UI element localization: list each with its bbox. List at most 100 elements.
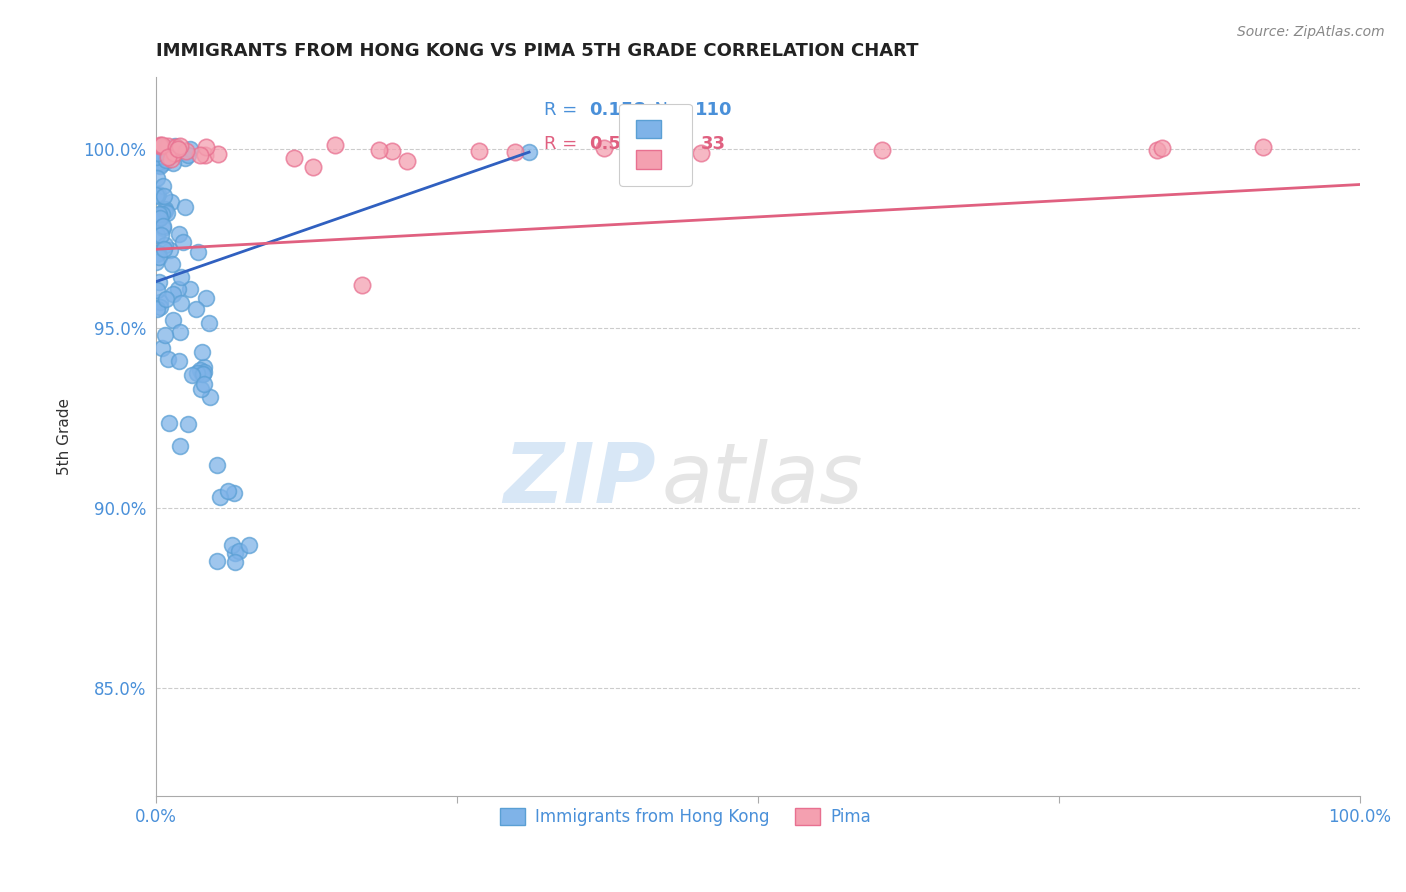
- Point: [367, 144, 389, 158]
- Text: 0.158: 0.158: [589, 102, 647, 120]
- Point: [157, 416, 180, 430]
- Point: [156, 145, 179, 160]
- Point: [145, 141, 167, 155]
- Point: [145, 255, 167, 269]
- Point: [152, 221, 174, 235]
- Point: [193, 377, 215, 392]
- Point: [352, 278, 374, 293]
- Point: [148, 207, 170, 221]
- Point: [176, 145, 198, 159]
- Point: [163, 146, 186, 161]
- Point: [155, 327, 177, 342]
- Text: atlas: atlas: [661, 439, 863, 520]
- Point: [184, 301, 207, 316]
- Point: [146, 142, 169, 156]
- Legend: Immigrants from Hong Kong, Pima: Immigrants from Hong Kong, Pima: [492, 800, 879, 835]
- Point: [148, 141, 170, 155]
- Point: [149, 154, 172, 169]
- Point: [193, 367, 215, 381]
- Point: [146, 188, 169, 202]
- Point: [166, 282, 188, 296]
- Text: 33: 33: [702, 135, 725, 153]
- Point: [177, 147, 200, 161]
- Point: [217, 483, 239, 498]
- Point: [169, 439, 191, 453]
- Point: [153, 154, 176, 169]
- Point: [173, 200, 195, 214]
- Point: [190, 344, 212, 359]
- Point: [146, 142, 169, 156]
- Point: [150, 157, 173, 171]
- Point: [193, 365, 215, 379]
- Point: [197, 316, 219, 330]
- Point: [658, 155, 681, 169]
- Point: [503, 145, 526, 160]
- Point: [690, 145, 713, 160]
- Point: [174, 151, 197, 165]
- Point: [162, 147, 184, 161]
- Y-axis label: 5th Grade: 5th Grade: [58, 398, 72, 475]
- Point: [150, 138, 173, 153]
- Point: [194, 148, 217, 162]
- Point: [148, 210, 170, 224]
- Point: [172, 235, 194, 249]
- Point: [149, 300, 172, 314]
- Point: [169, 139, 191, 153]
- Point: [156, 205, 179, 219]
- Point: [207, 554, 229, 568]
- Point: [148, 154, 170, 169]
- Point: [148, 275, 170, 289]
- Point: [148, 250, 170, 264]
- Point: [149, 138, 172, 153]
- Point: [150, 341, 173, 355]
- Point: [302, 160, 325, 174]
- Point: [153, 238, 176, 252]
- Point: [145, 170, 167, 185]
- Point: [176, 417, 198, 431]
- Text: IMMIGRANTS FROM HONG KONG VS PIMA 5TH GRADE CORRELATION CHART: IMMIGRANTS FROM HONG KONG VS PIMA 5TH GR…: [156, 42, 918, 60]
- Point: [170, 296, 193, 310]
- Text: ZIP: ZIP: [503, 439, 655, 520]
- Point: [224, 546, 246, 560]
- Point: [146, 212, 169, 227]
- Point: [190, 367, 212, 381]
- Point: [146, 301, 169, 316]
- Text: R =: R =: [544, 135, 582, 153]
- Point: [169, 270, 191, 285]
- Point: [145, 283, 167, 297]
- Point: [152, 189, 174, 203]
- Point: [169, 326, 191, 340]
- Point: [165, 139, 187, 153]
- Point: [146, 158, 169, 172]
- Text: N =: N =: [644, 102, 695, 120]
- Point: [221, 538, 243, 552]
- Point: [149, 295, 172, 310]
- Point: [238, 538, 260, 552]
- Point: [160, 257, 183, 271]
- Point: [179, 142, 201, 156]
- Point: [149, 139, 172, 153]
- Point: [224, 555, 246, 569]
- Point: [157, 143, 180, 157]
- Point: [152, 153, 174, 167]
- Point: [395, 154, 418, 169]
- Point: [145, 156, 167, 170]
- Point: [207, 146, 229, 161]
- Text: N =: N =: [644, 135, 695, 153]
- Point: [188, 363, 211, 377]
- Point: [153, 203, 176, 218]
- Point: [149, 228, 172, 243]
- Point: [145, 150, 167, 164]
- Point: [1152, 141, 1174, 155]
- Point: [162, 286, 184, 301]
- Point: [165, 140, 187, 154]
- Point: [162, 313, 184, 327]
- Text: R =: R =: [544, 102, 582, 120]
- Point: [167, 353, 190, 368]
- Point: [145, 188, 167, 202]
- Point: [228, 544, 250, 558]
- Point: [152, 219, 174, 233]
- Point: [187, 245, 209, 260]
- Point: [190, 382, 212, 396]
- Point: [156, 139, 179, 153]
